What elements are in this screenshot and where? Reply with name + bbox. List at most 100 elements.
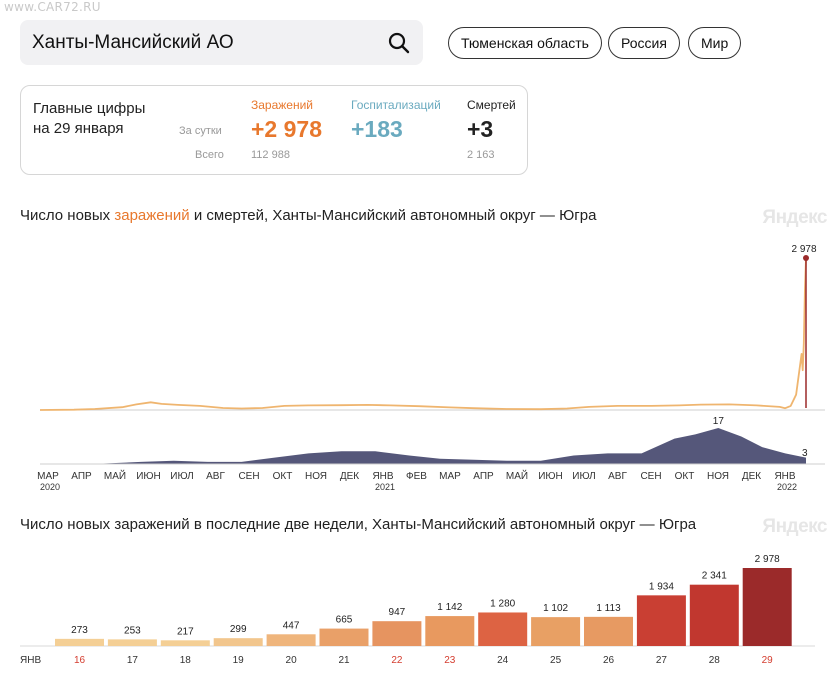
bar-value-label: 947	[389, 607, 406, 618]
infections-day-value: +2 978	[251, 116, 322, 142]
bar-value-label: 1 142	[437, 602, 462, 613]
bar	[478, 612, 528, 646]
bar-value-label: 2 978	[755, 554, 780, 565]
infections-deaths-chart: 2 978 17 3 МАР АПР МАЙ ИЮН ИЮЛ АВГ СЕН ОКТ НОЯ ДЕК ЯН…	[37, 244, 825, 492]
x-year-label: 2020	[40, 482, 60, 492]
bar	[689, 584, 739, 646]
x-tick-label: ФЕВ	[406, 471, 427, 482]
bar-category-label: 27	[656, 655, 668, 666]
bar-month-label: ЯНВ	[20, 655, 41, 666]
infections-label: Заражений	[251, 98, 314, 112]
bar-value-label: 1 280	[490, 598, 515, 609]
bar	[107, 639, 157, 646]
bar-category-label: 26	[603, 655, 615, 666]
bar-category-label: 18	[180, 655, 192, 666]
deaths-last-label: 3	[802, 448, 808, 459]
x-tick-label: ИЮЛ	[170, 471, 193, 482]
bar-category-label: 21	[338, 655, 350, 666]
bar	[266, 634, 316, 646]
two-week-bar-chart: 273 16 253 17 217 18 299 19 447 20 665 21 947 22 1 142…	[20, 554, 815, 666]
deaths-label: Смертей	[467, 98, 516, 112]
x-tick-label: СЕН	[238, 471, 259, 482]
bar	[636, 595, 686, 646]
summary-card: Главные цифры на 29 января За сутки Всег…	[20, 85, 528, 175]
bar	[55, 638, 104, 646]
x-tick-label: ИЮН	[538, 471, 563, 482]
x-tick-label: НОЯ	[707, 471, 729, 482]
search-box[interactable]: Ханты-Мансийский АО	[20, 20, 423, 65]
x-tick-label: СЕН	[640, 471, 661, 482]
bar-value-label: 665	[336, 615, 353, 626]
deaths-peak-label: 17	[713, 416, 725, 427]
summary-title-date: на 29 января	[33, 120, 124, 137]
x-tick-label: ИЮЛ	[572, 471, 595, 482]
x-tick-label: НОЯ	[305, 471, 327, 482]
summary-title: Главные цифры на 29 января	[33, 99, 145, 139]
deaths-area	[40, 428, 806, 464]
region-button-russia[interactable]: Россия	[608, 27, 680, 59]
bar	[213, 638, 263, 646]
bar-value-label: 1 934	[649, 581, 674, 592]
chart2-yandex-watermark: Яндекс	[762, 516, 827, 537]
chart1-title: Число новых заражений и смертей, Ханты-М…	[20, 207, 596, 224]
bar-value-label: 273	[71, 625, 88, 636]
infections-line	[39, 257, 807, 411]
chart1-title-pre: Число новых	[20, 207, 115, 224]
bar-value-label: 253	[124, 625, 141, 636]
bar	[584, 616, 633, 646]
x-year-label: 2022	[777, 482, 797, 492]
bar	[160, 640, 210, 646]
chart2-title: Число новых заражений в последние две не…	[20, 516, 697, 533]
bar-value-label: 217	[177, 626, 194, 637]
bar	[742, 568, 792, 646]
x-tick-label: ИЮН	[136, 471, 161, 482]
x-tick-label: ЯНВ	[774, 471, 795, 482]
x-tick-label: АВГ	[608, 471, 627, 482]
deaths-total-value: 2 163	[467, 149, 495, 161]
summary-title-line1: Главные цифры	[33, 100, 146, 117]
chart1-title-accent: заражений	[114, 207, 190, 224]
hospital-label: Госпитализаций	[351, 98, 441, 112]
bar	[319, 628, 369, 646]
search-icon[interactable]	[387, 31, 411, 55]
x-tick-label: МАЙ	[506, 469, 528, 482]
x-tick-label: ОКТ	[273, 471, 293, 482]
bar-value-label: 299	[230, 624, 247, 635]
chart1-yandex-watermark: Яндекс	[762, 207, 827, 228]
x-tick-label: ДЕК	[340, 471, 359, 482]
infections-last-label: 2 978	[791, 244, 816, 255]
x-tick-label: АПР	[473, 471, 494, 482]
bar-category-label: 19	[233, 655, 245, 666]
x-tick-label: АПР	[71, 471, 92, 482]
bar-category-label: 23	[444, 655, 456, 666]
bar-value-label: 1 113	[596, 603, 621, 614]
deaths-day-value: +3	[467, 116, 494, 142]
bar-value-label: 1 102	[543, 603, 568, 614]
bar-category-label: 25	[550, 655, 562, 666]
x-tick-label: ЯНВ	[372, 471, 393, 482]
region-button-world[interactable]: Мир	[688, 27, 742, 59]
search-input[interactable]: Ханты-Мансийский АО	[32, 32, 234, 53]
bar	[372, 621, 422, 646]
bar-category-label: 17	[127, 655, 139, 666]
x-tick-label: АВГ	[206, 471, 225, 482]
x-tick-label: МАР	[37, 471, 59, 482]
region-button-tyumen[interactable]: Тюменская область	[448, 27, 602, 59]
bar-category-label: 29	[762, 655, 774, 666]
x-tick-label: МАЙ	[104, 469, 126, 482]
infections-total-value: 112 988	[251, 149, 290, 161]
x-tick-label: ДЕК	[742, 471, 761, 482]
chart1-title-post: и смертей, Ханты-Мансийский автономный о…	[189, 207, 597, 224]
site-watermark: www.CAR72.RU	[4, 0, 101, 14]
x-year-label: 2021	[375, 482, 395, 492]
bar-value-label: 2 341	[702, 571, 727, 582]
bar-category-label: 22	[391, 655, 403, 666]
bar-category-label: 24	[497, 655, 509, 666]
bar-category-label: 16	[74, 655, 86, 666]
per-day-label: За сутки	[179, 125, 222, 137]
hospital-day-value: +183	[351, 116, 403, 142]
total-label: Всего	[195, 149, 224, 161]
bar-category-label: 20	[286, 655, 298, 666]
infections-last-point	[803, 255, 809, 261]
bar	[531, 617, 581, 646]
